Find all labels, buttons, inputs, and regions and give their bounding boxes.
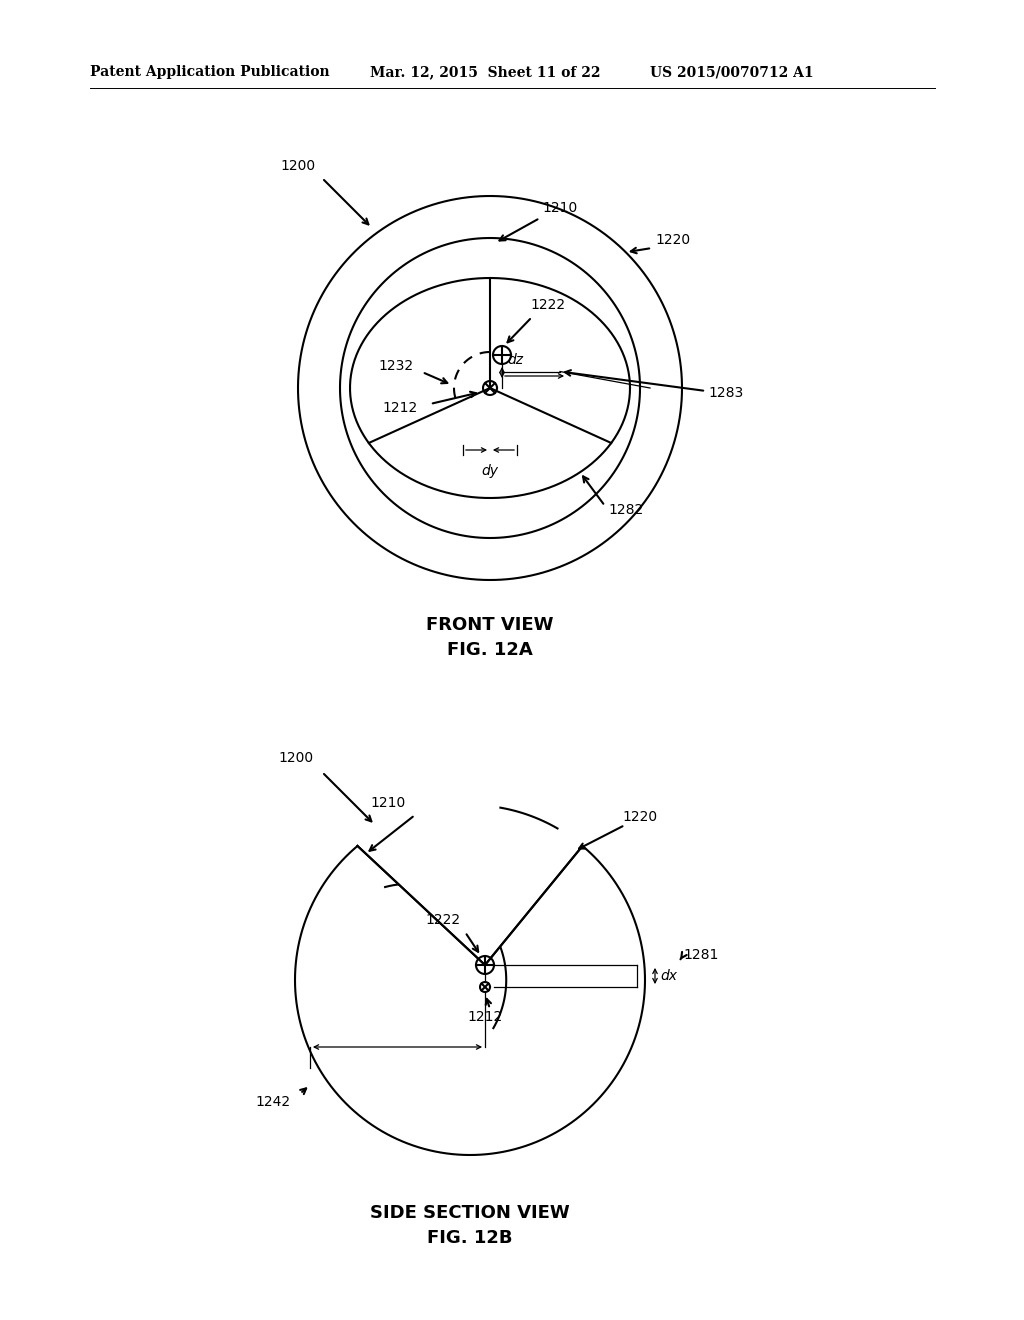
Text: 1210: 1210	[542, 201, 578, 215]
Text: 1212: 1212	[467, 1010, 502, 1024]
Text: FRONT VIEW: FRONT VIEW	[426, 616, 554, 634]
Text: 1222: 1222	[425, 913, 460, 927]
Text: dz: dz	[507, 352, 523, 367]
Text: US 2015/0070712 A1: US 2015/0070712 A1	[650, 65, 814, 79]
Text: 1220: 1220	[622, 810, 657, 824]
Text: 1281: 1281	[683, 948, 719, 962]
Text: 1222: 1222	[530, 298, 565, 312]
Text: dy: dy	[481, 465, 499, 478]
Text: dx: dx	[660, 969, 677, 983]
Text: FIG. 12B: FIG. 12B	[427, 1229, 513, 1247]
Text: 1212: 1212	[382, 401, 417, 414]
Text: 1283: 1283	[708, 385, 743, 400]
Text: Patent Application Publication: Patent Application Publication	[90, 65, 330, 79]
Text: 1242: 1242	[255, 1096, 290, 1110]
Text: 1200: 1200	[280, 158, 315, 173]
Text: SIDE SECTION VIEW: SIDE SECTION VIEW	[370, 1204, 570, 1222]
Polygon shape	[357, 805, 583, 965]
Text: 1232: 1232	[378, 359, 413, 374]
Text: 1282: 1282	[608, 503, 643, 517]
Text: 1200: 1200	[278, 751, 313, 766]
Text: 1210: 1210	[370, 796, 406, 810]
Text: Mar. 12, 2015  Sheet 11 of 22: Mar. 12, 2015 Sheet 11 of 22	[370, 65, 600, 79]
Text: FIG. 12A: FIG. 12A	[447, 642, 532, 659]
Text: 1220: 1220	[655, 234, 690, 247]
